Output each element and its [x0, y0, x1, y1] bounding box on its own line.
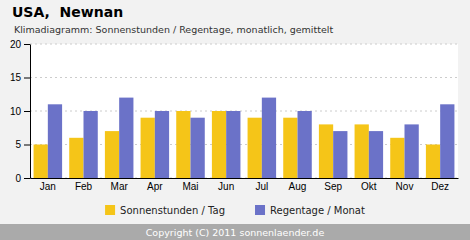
y-tick: 20	[10, 39, 30, 50]
bar	[248, 118, 262, 178]
x-tick: Mar	[111, 181, 129, 192]
legend-swatch	[105, 205, 115, 215]
legend: Sonnenstunden / Tag Regentage / Monat	[105, 205, 365, 216]
bar	[426, 145, 440, 179]
bar	[34, 145, 48, 179]
x-tick: Sep	[324, 181, 342, 192]
y-tick: 5	[15, 139, 30, 150]
bar	[69, 138, 83, 178]
x-tick-label: Sep	[324, 181, 342, 192]
plot: 0 5 10 15 20 Jan Feb Mar Apr Mai Jun Jul Aug Sep Okt No…	[10, 39, 459, 192]
bar	[440, 104, 454, 178]
bar	[84, 111, 98, 178]
y-tick: 0	[15, 173, 30, 184]
x-tick-label: Jul	[255, 181, 268, 192]
x-tick-label: Mar	[111, 181, 129, 192]
bar	[105, 131, 119, 178]
y-tick-label: 5	[15, 139, 21, 150]
x-tick-label: Mai	[182, 181, 198, 192]
x-axis: Jan Feb Mar Apr Mai Jun Jul Aug Sep Okt Nov Dez	[31, 179, 459, 193]
x-tick: Mai	[182, 181, 198, 192]
y-tick-label: 10	[10, 106, 22, 117]
grid-line	[30, 44, 458, 45]
series	[48, 98, 455, 178]
bar	[226, 111, 240, 178]
x-tick: Feb	[75, 181, 93, 192]
x-tick-label: Feb	[75, 181, 93, 192]
y-tick-mark	[24, 145, 30, 146]
x-tick-label: Okt	[361, 181, 377, 192]
bar	[119, 98, 133, 178]
x-tick: Jul	[255, 181, 268, 192]
bar	[369, 131, 383, 178]
x-tick: Jan	[40, 181, 56, 192]
x-tick: Nov	[396, 181, 414, 192]
legend-label: Sonnenstunden / Tag	[120, 205, 225, 216]
bar	[262, 98, 276, 178]
x-tick-label: Jun	[218, 181, 234, 192]
bar	[48, 104, 62, 178]
x-tick-label: Nov	[396, 181, 414, 192]
plot-background	[30, 44, 458, 178]
bar	[298, 111, 312, 178]
y-tick-mark	[24, 111, 30, 112]
y-tick-mark	[24, 78, 30, 79]
x-tick: Aug	[289, 181, 307, 192]
footer-background	[0, 224, 470, 240]
x-tick-label: Dez	[431, 181, 449, 192]
x-axis-line	[31, 178, 459, 179]
chart: USA, Newnan Klimadiagramm: Sonnenstunden …	[0, 0, 470, 240]
footer-text: Copyright (C) 2011 sonnenlaender.de	[146, 227, 325, 238]
bar	[283, 118, 297, 178]
y-tick-mark	[24, 178, 30, 179]
grid-line	[30, 77, 458, 78]
bar	[141, 118, 155, 178]
bar	[155, 111, 169, 178]
bar	[191, 118, 205, 178]
y-tick: 10	[10, 106, 30, 117]
x-tick: Apr	[147, 181, 163, 192]
y-tick-label: 20	[10, 39, 22, 50]
legend-swatch	[255, 205, 265, 215]
bar	[212, 111, 226, 178]
subtitle: Klimadiagramm: Sonnenstunden / Regentage…	[14, 24, 333, 35]
x-tick-label: Apr	[147, 181, 163, 192]
series	[34, 111, 441, 178]
y-axis: 0 5 10 15 20	[10, 39, 31, 184]
bar	[405, 124, 419, 178]
legend-item: Sonnenstunden / Tag	[105, 205, 225, 216]
x-tick-label: Aug	[289, 181, 307, 192]
bar	[390, 138, 404, 178]
y-tick-label: 15	[10, 72, 22, 83]
bar	[355, 124, 369, 178]
y-tick-label: 0	[15, 173, 21, 184]
bar	[176, 111, 190, 178]
grid	[30, 44, 458, 178]
bar	[333, 131, 347, 178]
y-tick-mark	[24, 44, 30, 45]
y-tick: 15	[10, 72, 30, 83]
legend-label: Regentage / Monat	[270, 205, 365, 216]
x-tick: Okt	[361, 181, 377, 192]
legend-item: Regentage / Monat	[255, 205, 365, 216]
x-tick-label: Jan	[40, 181, 56, 192]
bars	[34, 98, 455, 178]
x-tick: Dez	[431, 181, 449, 192]
x-tick: Jun	[218, 181, 234, 192]
y-axis-line	[30, 45, 31, 179]
title: USA, Newnan	[12, 4, 123, 20]
bar	[319, 124, 333, 178]
